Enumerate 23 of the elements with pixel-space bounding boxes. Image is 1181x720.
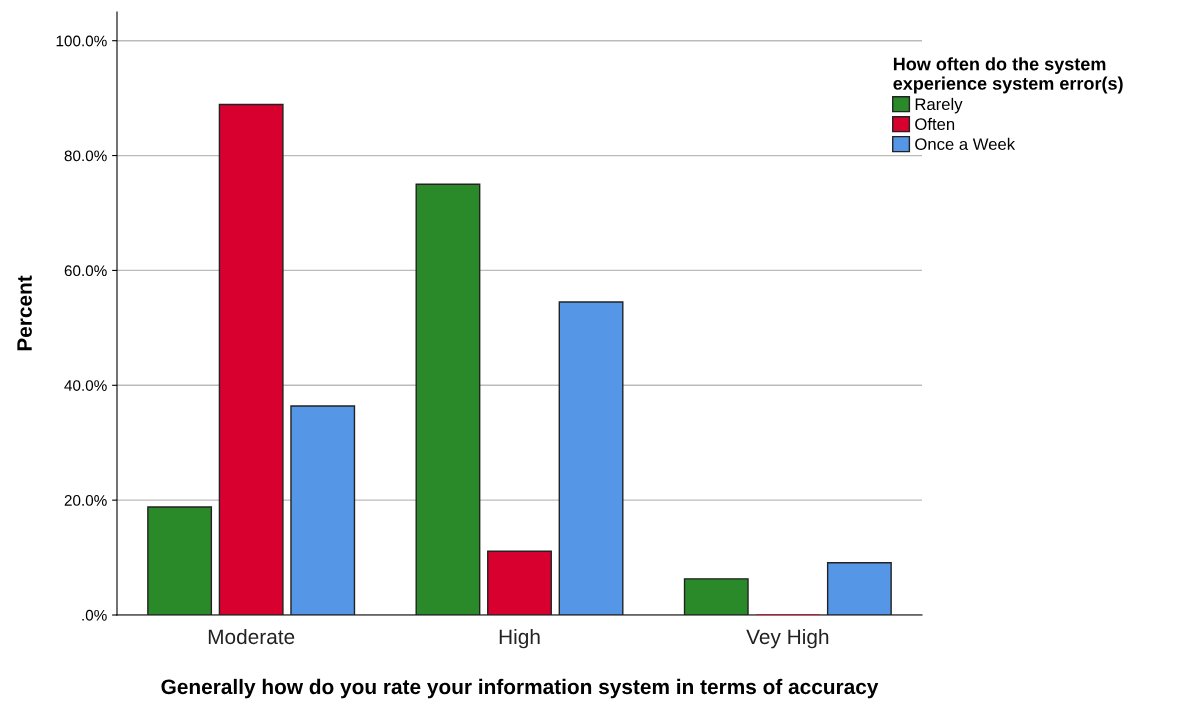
x-tick-label: High (499, 628, 540, 649)
x-tick-label: Moderate (208, 628, 295, 645)
y-tick-label: .0% (82, 609, 107, 621)
legend-label: Rarely (915, 97, 963, 114)
bar (290, 405, 356, 615)
bar (683, 578, 749, 615)
y-tick-label: 100.0% (56, 35, 107, 47)
x-axis-title: Generally how do you rate your information system in terms of accuracy (161, 678, 879, 699)
bar (415, 183, 481, 615)
x-tick-label: Vey High (746, 628, 829, 649)
y-axis-title: Percent (17, 275, 32, 351)
legend-label: Often (915, 117, 955, 131)
bar (826, 562, 892, 615)
legend-title: How often do the system experience system error(s) (893, 57, 1123, 94)
bar (558, 301, 624, 615)
y-tick-label: 20.0% (64, 495, 107, 506)
bar (487, 550, 552, 615)
bar (218, 103, 284, 615)
y-tick-label: 80.0% (64, 150, 107, 162)
legend-label: Once a Week (915, 137, 1016, 151)
y-tick-label: 40.0% (64, 380, 107, 391)
y-tick-label: 60.0% (64, 265, 107, 277)
bar (147, 506, 213, 615)
